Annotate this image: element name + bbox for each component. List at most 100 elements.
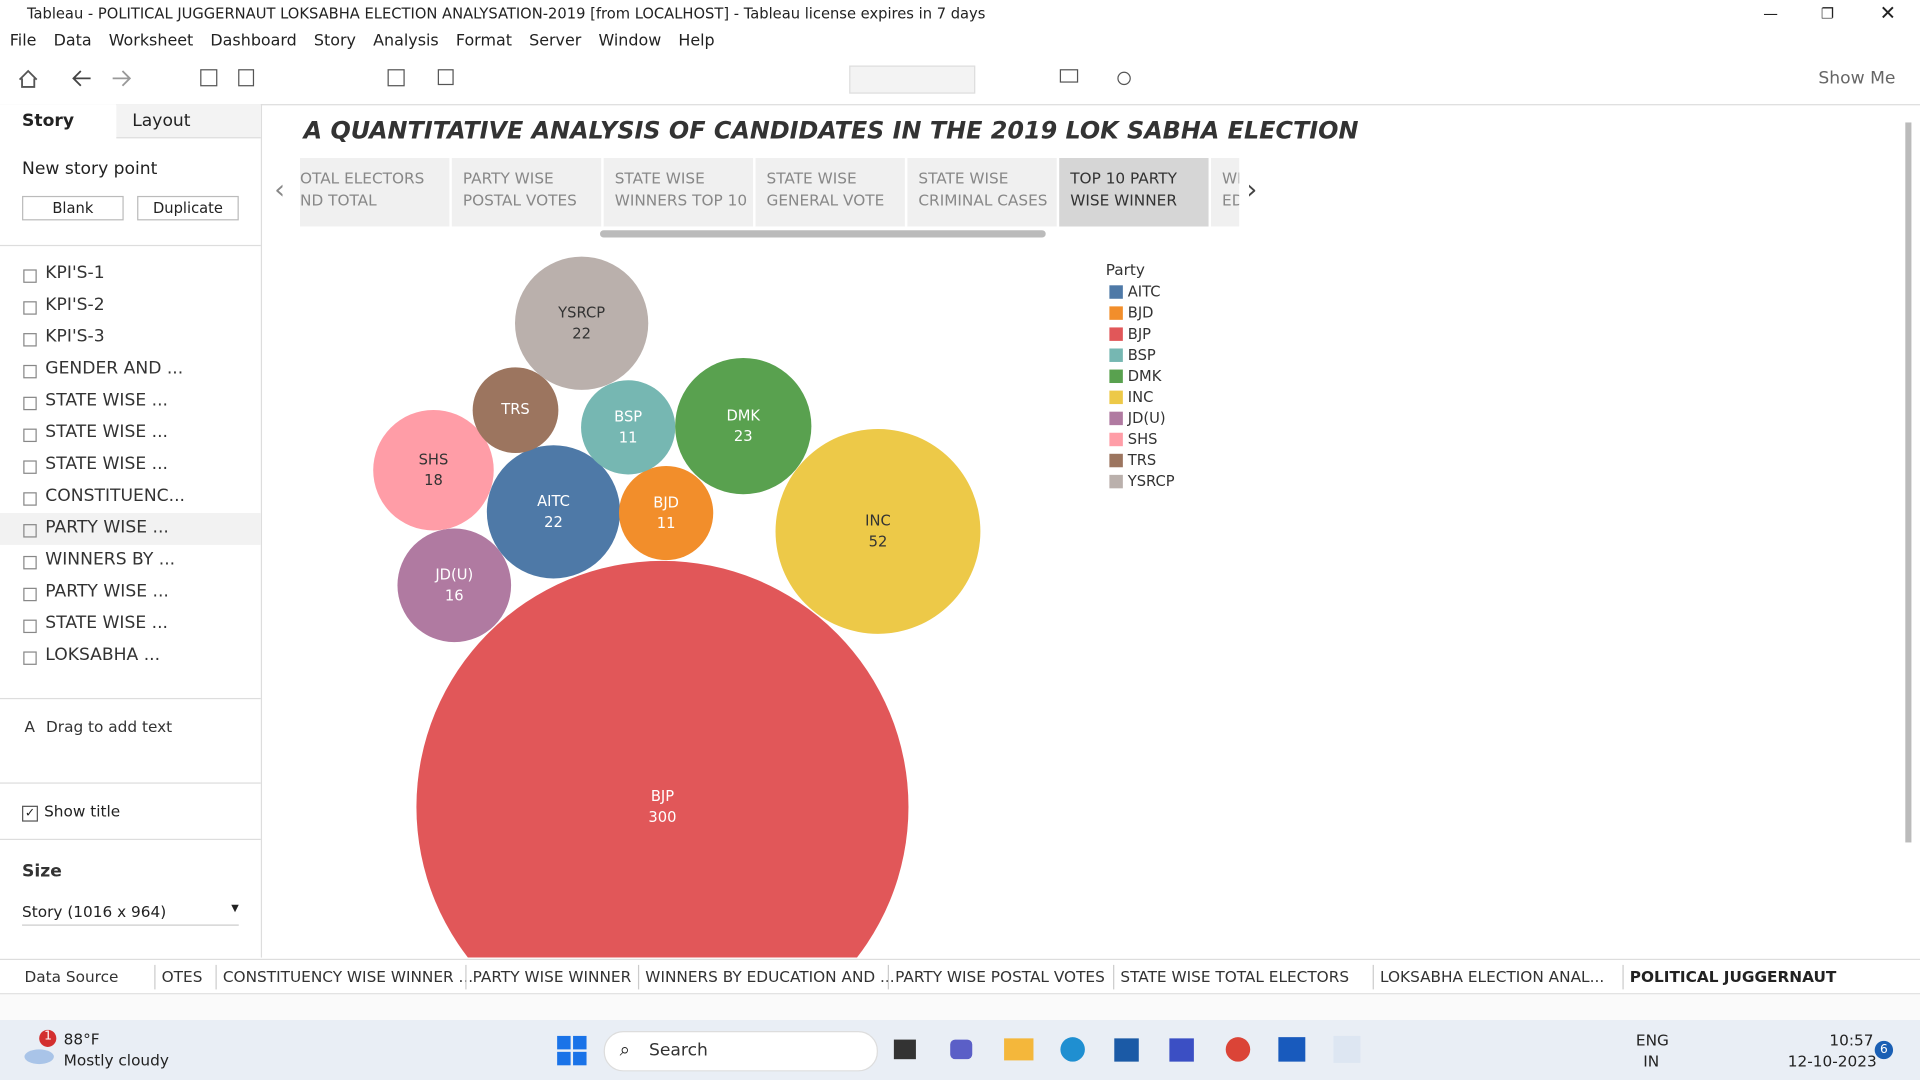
sheet-icon [23, 651, 37, 665]
sheet-tab[interactable]: Data Source [24, 967, 119, 986]
sheet-item[interactable]: GENDER AND ... [0, 354, 261, 386]
sheet-item[interactable]: KPI'S-2 [0, 290, 261, 322]
legend-label: INC [1128, 389, 1154, 406]
menu-item[interactable]: Format [455, 31, 512, 51]
close[interactable]: ✕ [1879, 1, 1897, 25]
size-heading: Size [22, 862, 62, 882]
size-dropdown[interactable]: Story (1016 x 964) ▼ [22, 902, 239, 926]
tab-divider [637, 964, 640, 990]
menu-item[interactable]: Server [529, 31, 582, 51]
menu-item[interactable]: Data [53, 31, 92, 51]
show-title-label: Show title [44, 802, 121, 821]
menu-item[interactable]: Worksheet [108, 31, 194, 51]
menu-item[interactable]: File [9, 31, 37, 51]
search-box[interactable]: ⌕ Search [603, 1031, 878, 1072]
story-panel: Story Layout New story point Blank Dupli… [0, 104, 263, 958]
start-button[interactable] [555, 1035, 589, 1067]
menu-item[interactable]: Dashboard [210, 31, 297, 51]
menu-item[interactable]: Window [598, 31, 662, 51]
sheet-item[interactable]: STATE WISE ... [0, 418, 261, 450]
sheet-tab[interactable]: CONSTITUENCY WISE WINNER ... [222, 967, 474, 986]
sheet-tab[interactable]: STATE WISE TOTAL ELECTORS [1120, 967, 1350, 986]
sheet-label: CONSTITUENC... [45, 486, 185, 506]
drag-text[interactable]: A Drag to add text [24, 717, 173, 736]
bubble-value: 11 [619, 429, 638, 446]
sheet-label: STATE WISE ... [45, 390, 169, 411]
tab-divider [1622, 964, 1624, 990]
duplicate-button[interactable]: Duplicate [137, 195, 239, 221]
legend-title: Party [1106, 261, 1145, 279]
story-point[interactable]: OTAL ELECTORS ND TOTAL [300, 157, 450, 227]
layout-tab[interactable]: Layout [116, 104, 261, 139]
sheet-tab[interactable]: WINNERS BY EDUCATION AND ... [645, 967, 895, 986]
story-tab[interactable]: Story [0, 104, 117, 138]
bubble-value: 16 [445, 587, 464, 604]
sheet-tab[interactable]: POLITICAL JUGGERNAUT [1629, 967, 1837, 986]
sheet-tab[interactable]: OTES [161, 967, 203, 986]
sheet-icon [23, 460, 37, 474]
sheet-item[interactable]: STATE WISE ... [0, 386, 261, 418]
prev-arrow[interactable]: ‹ [274, 175, 286, 206]
sheet-item[interactable]: PARTY WISE ... [0, 513, 261, 545]
sheet-item[interactable]: STATE WISE ... [0, 609, 261, 641]
show-me[interactable]: Show Me [1818, 68, 1896, 89]
sheet-icon [23, 428, 37, 443]
story-point-line: CRIMINAL CASES [918, 191, 1048, 210]
sheet-item[interactable]: KPI'S-3 [0, 322, 261, 354]
bubble [373, 409, 494, 531]
taskbar: 1 88°F Mostly cloudy ⌕ Search ENG IN 10:5… [0, 1020, 1920, 1080]
menu-item[interactable]: Help [678, 31, 715, 51]
show-title[interactable]: ✓ Show title [22, 802, 120, 822]
sheet-item[interactable]: PARTY WISE ... [0, 577, 261, 609]
bubble-label: DMK [726, 407, 760, 424]
sheet-item[interactable]: CONSTITUENC... [0, 481, 261, 513]
bubble-value: 18 [424, 472, 443, 489]
toolbar: Show Me [0, 55, 1920, 106]
legend-swatch [1109, 348, 1123, 362]
tab-divider [465, 964, 467, 990]
story-point[interactable]: PARTY WISE POSTAL VOTES [451, 157, 602, 227]
sheet-icon [23, 364, 37, 379]
restore[interactable]: ❐ [1820, 4, 1834, 23]
story-point[interactable]: WINN EDUC [1211, 157, 1240, 227]
story-point[interactable]: TOP 10 PARTY WISE WINNER [1059, 157, 1209, 227]
notification-count[interactable]: 6 [1874, 1040, 1894, 1060]
legend-label: SHS [1128, 431, 1158, 448]
story-point-line: TOP 10 PARTY [1070, 168, 1177, 188]
sheet-icon [23, 396, 37, 411]
scrollbar[interactable] [1905, 122, 1912, 843]
sheet-item[interactable]: LOKSABHA ... [0, 640, 261, 672]
nav-scrollbar[interactable] [600, 230, 1046, 238]
bubble [515, 256, 649, 390]
menu-item[interactable]: Analysis [373, 31, 439, 51]
sheet-tab[interactable]: PARTY WISE POSTAL VOTES [895, 967, 1105, 986]
blank-button[interactable]: Blank [22, 195, 124, 221]
bubble-label: BJD [653, 494, 679, 511]
story-point-line: GENERAL VOTE [766, 191, 885, 210]
bubble-label: SHS [419, 451, 449, 468]
bubble-value: 11 [657, 515, 676, 532]
story-point-line: WISE WINNER [1070, 191, 1177, 210]
legend-swatch [1109, 369, 1123, 384]
story-point[interactable]: STATE WISE WINNERS TOP 10 [603, 157, 754, 227]
bubble-label: BSP [614, 409, 642, 426]
minimize[interactable]: — [1763, 4, 1778, 23]
sheet-item[interactable]: KPI'S-1 [0, 258, 261, 290]
bubble-label: AITC [537, 493, 570, 510]
next-arrow[interactable]: › [1246, 175, 1258, 206]
sheet-icon [23, 555, 37, 570]
clock-time: 10:57 [1829, 1031, 1874, 1050]
story-point[interactable]: STATE WISE GENERAL VOTE [755, 157, 905, 227]
legend-swatch [1109, 285, 1123, 299]
menu-item[interactable]: Story [313, 31, 356, 51]
bubble-label: TRS [500, 401, 530, 418]
sheet-tab[interactable]: PARTY WISE WINNER [472, 967, 632, 986]
tab-divider [887, 964, 889, 990]
sheet-tab[interactable]: LOKSABHA ELECTION ANAL... [1380, 967, 1605, 986]
legend-swatch [1109, 306, 1123, 320]
sheet-item[interactable]: STATE WISE ... [0, 449, 261, 481]
weather-icon [24, 1029, 57, 1065]
story-point[interactable]: STATE WISE CRIMINAL CASES [907, 157, 1057, 227]
bubble-chart: AITC 22 BJD 11 BJP 300 BSP 11 DMK 23 INC 52 JD(U) 16 S… [373, 256, 1175, 958]
sheet-item[interactable]: WINNERS BY ... [0, 545, 261, 577]
